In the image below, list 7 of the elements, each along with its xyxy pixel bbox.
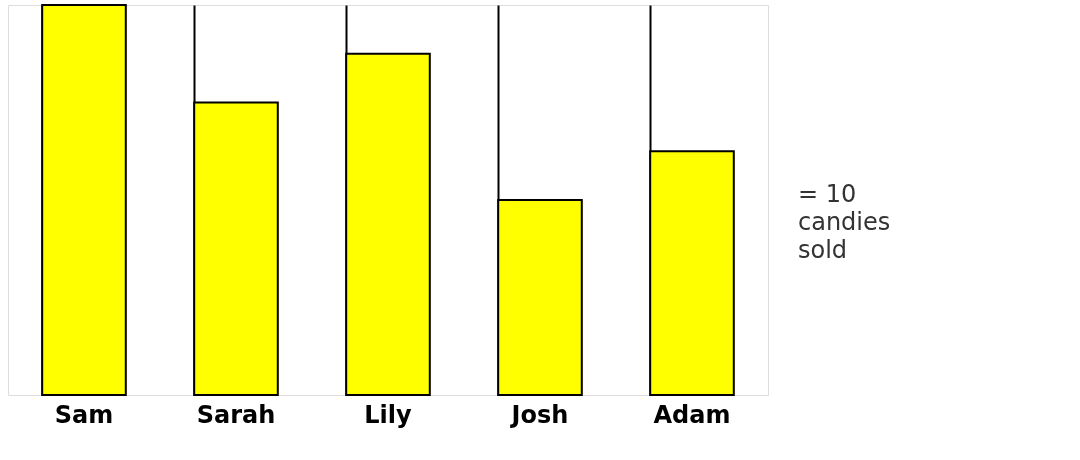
x-tick-label: Lily [364, 400, 413, 429]
x-tick-label: Adam [653, 400, 731, 429]
x-tick-label: Sarah [196, 400, 276, 429]
text: = 10 candies sold [798, 180, 891, 264]
x-tick-label: Sam [54, 400, 114, 429]
bar [41, 4, 127, 396]
x-tick-label: Josh [509, 400, 569, 429]
